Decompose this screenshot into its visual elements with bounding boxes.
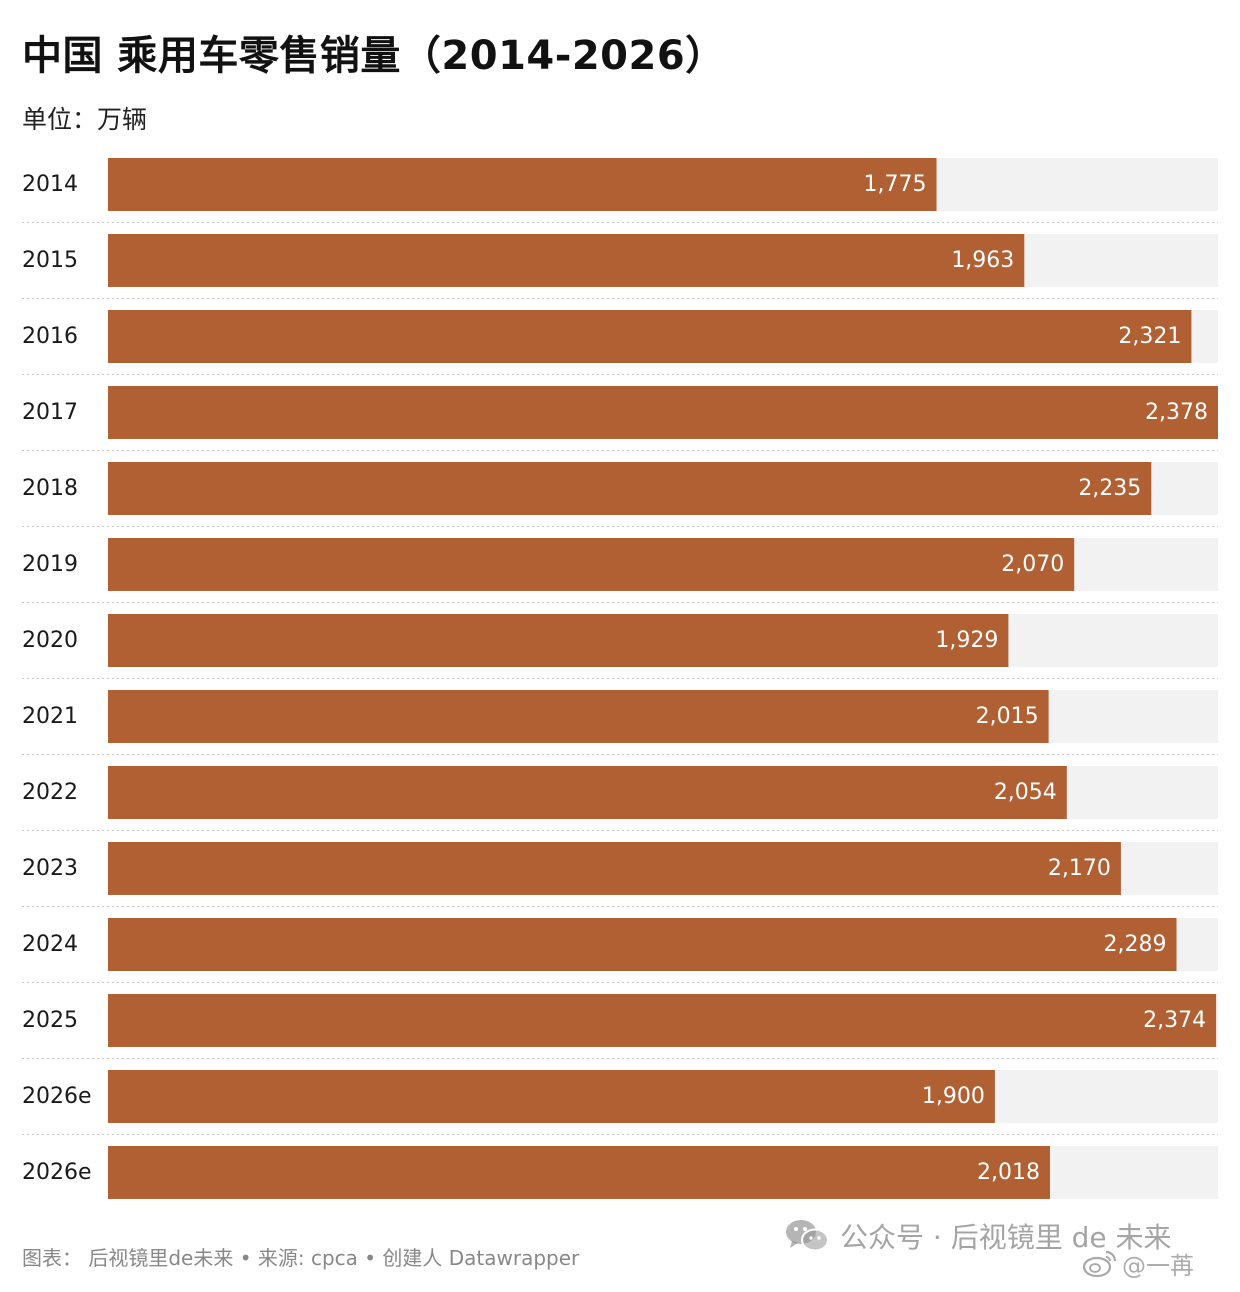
category-label: 2024 [22,932,78,957]
bar [108,234,1025,287]
value-label: 1,963 [951,248,1014,273]
bar [108,994,1217,1047]
value-label: 2,015 [976,704,1039,729]
bar [108,1070,995,1123]
value-label: 2,018 [977,1160,1040,1185]
weibo-watermark-text: @一苒 [1122,1251,1194,1280]
category-label: 2023 [22,856,78,881]
category-label: 2026e [22,1084,92,1109]
bar [108,918,1177,971]
wechat-watermark: 公众号 · 后视镜里 de 未来 [784,1216,1172,1256]
wechat-icon [786,1220,829,1252]
category-label: 2015 [22,248,78,273]
weibo-icon [1082,1250,1117,1278]
watermark-text: 公众号 · 后视镜里 de 未来 [840,1221,1172,1254]
bar [108,842,1121,895]
category-label: 2018 [22,476,78,501]
bar [108,310,1192,363]
category-label: 2014 [22,172,78,197]
value-label: 2,235 [1078,476,1141,501]
category-label: 2026e [22,1160,92,1185]
value-label: 1,775 [864,172,927,197]
bar [108,462,1152,515]
weibo-watermark: @一苒 [1082,1246,1194,1280]
bar [108,690,1049,743]
chart-footer: 图表： 后视镜里de未来 • 来源: cpca • 创建人 Datawrappe… [22,1246,580,1270]
category-label: 2016 [22,324,78,349]
category-label: 2025 [22,1008,78,1033]
bar [108,386,1218,439]
value-label: 2,070 [1001,552,1064,577]
value-label: 2,054 [994,780,1057,805]
category-label: 2019 [22,552,78,577]
bar [108,1146,1050,1199]
value-label: 2,170 [1048,856,1111,881]
chart-title: 中国 乘用车零售销量（2014-2026） [22,33,726,79]
value-label: 2,378 [1145,400,1208,425]
value-label: 2,289 [1104,932,1167,957]
bar [108,538,1075,591]
bar [108,614,1009,667]
category-label: 2017 [22,400,78,425]
value-label: 1,929 [935,628,998,653]
value-label: 1,900 [922,1084,985,1109]
chart-subtitle: 单位：万辆 [22,105,148,134]
value-label: 2,321 [1118,324,1181,349]
value-label: 2,374 [1143,1008,1206,1033]
bar [108,766,1067,819]
category-label: 2022 [22,780,78,805]
category-label: 2020 [22,628,78,653]
category-label: 2021 [22,704,78,729]
bar [108,158,937,211]
